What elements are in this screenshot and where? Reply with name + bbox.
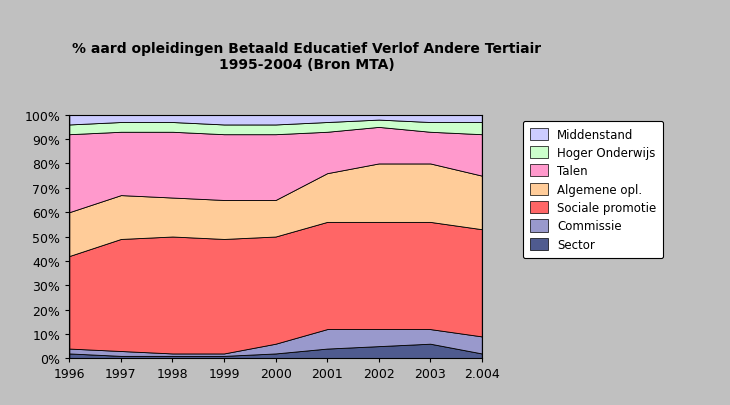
Text: % aard opleidingen Betaald Educatief Verlof Andere Tertiair
1995-2004 (Bron MTA): % aard opleidingen Betaald Educatief Ver… xyxy=(72,42,541,72)
Legend: Middenstand, Hoger Onderwijs, Talen, Algemene opl., Sociale promotie, Commissie,: Middenstand, Hoger Onderwijs, Talen, Alg… xyxy=(523,122,664,258)
